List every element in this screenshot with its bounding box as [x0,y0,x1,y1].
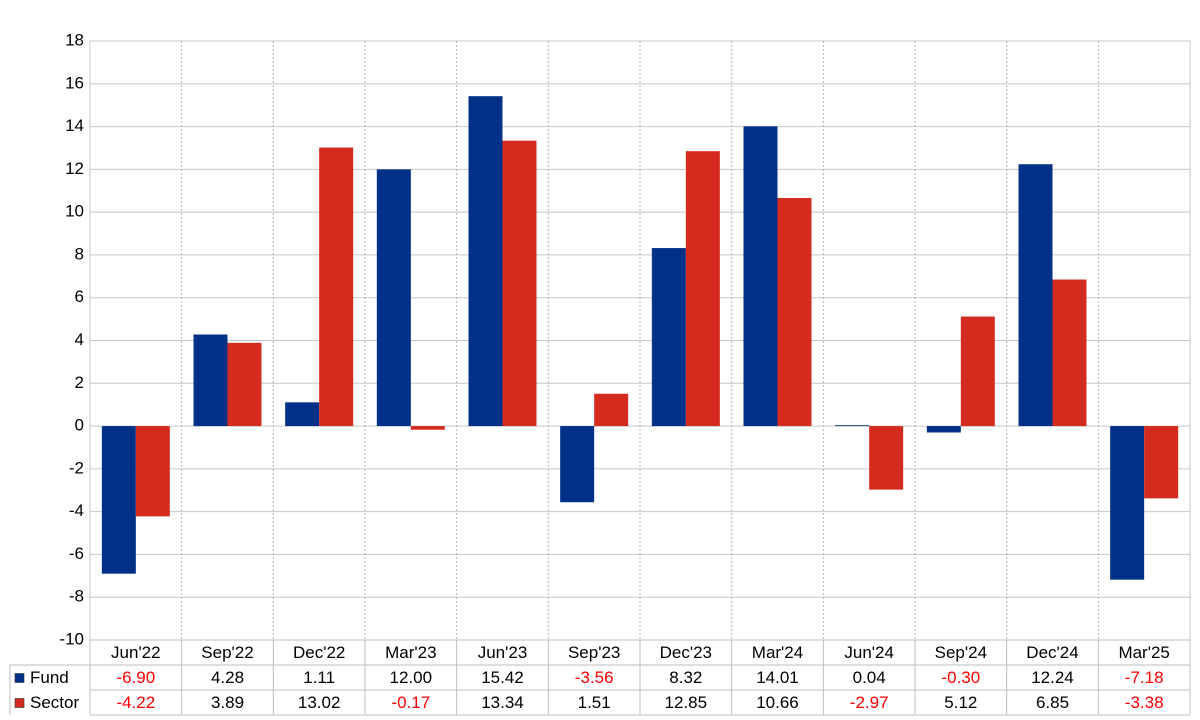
x-tick-label: Mar'24 [752,643,803,662]
x-tick-label: Sep'22 [201,643,253,662]
table-value: -3.38 [1125,693,1164,712]
bar [1018,164,1053,427]
y-tick-label: 16 [65,73,84,92]
y-tick-label: -10 [59,629,84,648]
table-value: 1.51 [578,693,611,712]
bar [594,393,629,427]
table-value: 13.02 [298,693,341,712]
table-value: 13.34 [481,693,524,712]
table-value: 0.04 [853,668,886,687]
table-value: 3.89 [211,693,244,712]
bar [135,426,170,517]
table-value: -6.90 [116,668,155,687]
x-tick-label: Jun'23 [478,643,528,662]
y-tick-label: -6 [69,544,84,563]
bar [410,426,445,430]
legend-swatch [14,698,25,708]
table-value: -4.22 [116,693,155,712]
bar [651,248,686,427]
y-tick-label: 18 [65,30,84,49]
y-tick-label: 14 [65,116,84,135]
y-tick-label: 0 [75,416,84,435]
bar [376,169,411,427]
table-value: 14.01 [756,668,799,687]
y-tick-label: -8 [69,587,84,606]
bar [835,425,870,427]
y-tick-label: 12 [65,159,84,178]
bar [193,334,228,427]
legend-label: Fund [30,668,69,687]
table-value: -7.18 [1125,668,1164,687]
table-value: 1.11 [303,668,335,687]
y-tick-label: -2 [69,458,84,477]
table-value: -2.97 [850,693,889,712]
x-tick-label: Jun'24 [844,643,894,662]
table-value: 12.00 [390,668,433,687]
y-tick-label: 10 [65,202,84,221]
bar [743,126,778,427]
x-tick-label: Dec'22 [293,643,345,662]
legend-label: Sector [30,693,79,712]
x-tick-label: Sep'23 [568,643,620,662]
bar [502,140,537,427]
y-tick-label: 8 [75,244,84,263]
bar [777,198,812,427]
bar [869,426,904,490]
table-value: 6.85 [1036,693,1069,712]
x-tick-label: Dec'24 [1026,643,1078,662]
table-value: 12.24 [1031,668,1074,687]
table-value: 10.66 [756,693,799,712]
x-tick-label: Dec'23 [660,643,712,662]
table-value: 4.28 [211,668,244,687]
bar [1144,426,1179,499]
y-tick-label: 6 [75,287,84,306]
table-value: 15.42 [481,668,524,687]
x-tick-label: Sep'24 [935,643,987,662]
x-tick-label: Mar'23 [385,643,436,662]
bar [227,342,262,427]
x-tick-label: Mar'25 [1118,643,1169,662]
table-value: 12.85 [665,693,708,712]
y-tick-label: 2 [75,373,84,392]
bar [101,426,136,574]
table-value: 5.12 [944,693,977,712]
table-value: -0.17 [391,693,430,712]
bar [285,402,320,427]
y-tick-label: 4 [75,330,84,349]
bar [1052,279,1087,427]
y-tick-label: -4 [69,501,84,520]
table-value: -0.30 [941,668,980,687]
legend-swatch [14,673,25,683]
bar [1110,426,1145,580]
bar [926,426,961,433]
bar [468,96,503,427]
bar [319,147,354,427]
table-value: 8.32 [669,668,702,687]
x-tick-label: Jun'22 [111,643,161,662]
table-value: -3.56 [575,668,614,687]
bar [960,316,995,427]
bar [560,426,595,503]
bar [685,151,720,427]
